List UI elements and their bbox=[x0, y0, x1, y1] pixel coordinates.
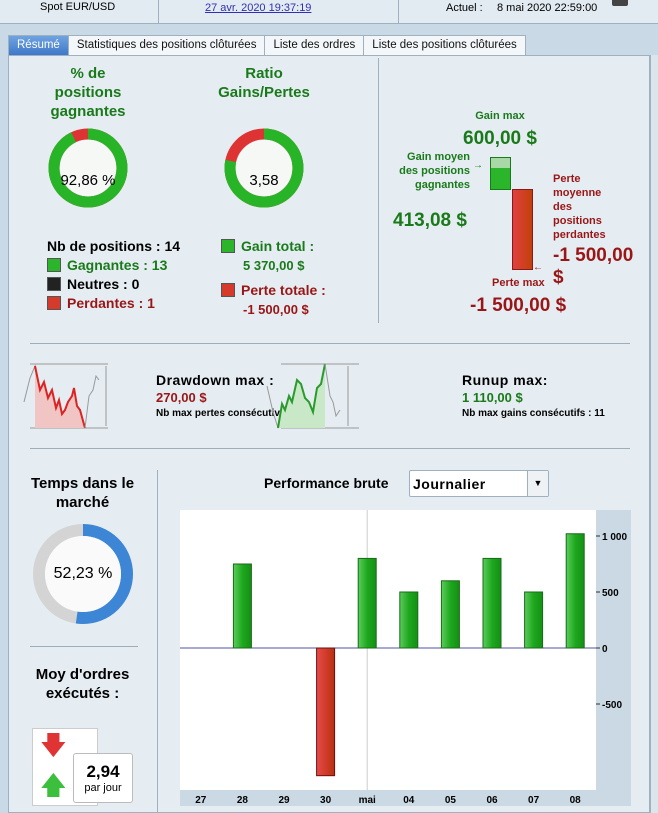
gain-bar bbox=[490, 157, 511, 190]
runup-chart-icon bbox=[266, 363, 359, 429]
period-select-value: Journalier bbox=[413, 476, 486, 492]
red-square-icon bbox=[221, 283, 235, 297]
x-tick-label: 06 bbox=[486, 795, 498, 806]
avg-loss-value: -1 500,00 $ bbox=[553, 245, 634, 288]
green-square-icon bbox=[47, 258, 61, 272]
avg-gain-value: 413,08 $ bbox=[393, 210, 467, 231]
winning-count: Gagnantes : 13 bbox=[47, 257, 167, 273]
y-axis-area bbox=[596, 510, 631, 790]
x-tick-label: 04 bbox=[403, 795, 415, 806]
ratio-title: Ratio Gains/Pertes bbox=[218, 65, 310, 101]
x-tick-label: 08 bbox=[570, 795, 582, 806]
tab-bar: Résumé Statistiques des positions clôtur… bbox=[8, 35, 526, 55]
drawdown-value: 270,00 $ bbox=[156, 390, 207, 405]
orders-value: 2,94 bbox=[86, 762, 120, 781]
arrow-right-icon: → bbox=[473, 160, 483, 171]
arrow-left-icon: ← bbox=[533, 262, 543, 273]
gain-total-label: Gain total : bbox=[221, 238, 314, 254]
y-tick-label: 1 000 bbox=[602, 532, 627, 543]
neutral-count: Neutres : 0 bbox=[47, 276, 139, 292]
positions-total: Nb de positions : 14 bbox=[47, 238, 181, 254]
print-icon[interactable] bbox=[612, 0, 628, 6]
x-tick-label: 05 bbox=[445, 795, 457, 806]
period-select[interactable]: Journalier ▼ bbox=[409, 470, 549, 497]
green-square-icon bbox=[221, 239, 235, 253]
arrow-down-icon: 🡇 bbox=[40, 730, 67, 760]
bar-mai bbox=[357, 557, 377, 649]
orders-unit: par jour bbox=[84, 782, 122, 794]
bar-05 bbox=[440, 580, 460, 649]
perf-title: Performance brute bbox=[264, 475, 389, 491]
bar-30 bbox=[316, 647, 336, 777]
win-pct-donut bbox=[48, 128, 128, 208]
time-in-market-donut bbox=[33, 524, 133, 624]
x-tick-label: 29 bbox=[278, 795, 290, 806]
x-tick-label: mai bbox=[359, 795, 376, 806]
gain-max-value: 600,00 $ bbox=[463, 128, 537, 149]
plot-area bbox=[180, 510, 596, 790]
x-tick-label: 30 bbox=[320, 795, 332, 806]
drawdown-title: Drawdown max : bbox=[156, 372, 275, 388]
black-square-icon bbox=[47, 277, 61, 291]
win-pct-value: 92,86 % bbox=[60, 172, 116, 189]
tab-orders[interactable]: Liste des ordres bbox=[264, 35, 365, 55]
bar-07 bbox=[524, 591, 544, 649]
instrument-label: Spot EUR/USD bbox=[40, 1, 116, 13]
arrow-up-icon: 🡅 bbox=[40, 770, 67, 800]
current-date: 8 mai 2020 22:59:00 bbox=[497, 2, 598, 14]
current-label: Actuel : bbox=[446, 2, 483, 14]
ratio-donut bbox=[224, 128, 304, 208]
x-tick-label: 27 bbox=[195, 795, 207, 806]
bar-06 bbox=[482, 557, 502, 649]
drawdown-chart-icon bbox=[23, 363, 108, 429]
avg-gain-label: Gain moyen des positions gagnantes bbox=[399, 151, 470, 191]
red-square-icon bbox=[47, 296, 61, 310]
win-pct-title: % de positions gagnantes bbox=[50, 65, 126, 120]
chevron-down-icon[interactable]: ▼ bbox=[527, 471, 548, 496]
start-date-link[interactable]: 27 avr. 2020 19:37:19 bbox=[205, 2, 312, 14]
scrollbar[interactable] bbox=[650, 55, 658, 813]
tab-resume[interactable]: Résumé bbox=[8, 35, 69, 55]
x-axis-area bbox=[180, 790, 631, 806]
runup-sub: Nb max gains consécutifs : 11 bbox=[462, 408, 605, 419]
y-tick-label: 0 bbox=[602, 644, 608, 655]
time-in-market-title: Temps dans le marché bbox=[30, 475, 135, 511]
loss-bar bbox=[512, 189, 533, 270]
gain-total-value: 5 370,00 $ bbox=[243, 258, 305, 273]
tab-closed-positions[interactable]: Liste des positions clôturées bbox=[363, 35, 526, 55]
bar-04 bbox=[399, 591, 419, 649]
y-tick-label: -500 bbox=[602, 700, 622, 711]
avg-loss-label: Perte moyenne des positions perdantes bbox=[553, 173, 606, 241]
drawdown-sub: Nb max pertes consécutives : 1 bbox=[156, 408, 306, 419]
loss-total-value: -1 500,00 $ bbox=[243, 302, 309, 317]
header-bar: Spot EUR/USD 27 avr. 2020 19:37:19 Actue… bbox=[0, 0, 658, 24]
performance-chart: 27 28 29 30 mai 04 05 06 07 08 1 000 500 0 -500 bbox=[180, 510, 631, 806]
x-tick-label: 28 bbox=[237, 795, 249, 806]
bar-08 bbox=[565, 533, 585, 649]
bar-28 bbox=[232, 563, 252, 649]
runup-value: 1 110,00 $ bbox=[462, 390, 523, 405]
loss-max-label: Perte max bbox=[492, 277, 545, 289]
y-tick-label: 500 bbox=[602, 588, 619, 599]
runup-title: Runup max: bbox=[462, 372, 548, 388]
ratio-value: 3,58 bbox=[249, 172, 279, 189]
loss-max-value: -1 500,00 $ bbox=[470, 295, 567, 316]
orders-value-box: 2,94 par jour bbox=[73, 753, 133, 803]
gain-max-label: Gain max bbox=[475, 110, 525, 122]
losing-count: Perdantes : 1 bbox=[47, 295, 155, 311]
loss-total-label: Perte totale : bbox=[221, 282, 326, 298]
time-in-market-value: 52,23 % bbox=[53, 565, 113, 582]
x-tick-label: 07 bbox=[528, 795, 540, 806]
orders-title: Moy d'ordres exécutés : bbox=[35, 666, 130, 702]
tab-closed-stats[interactable]: Statistiques des positions clôturées bbox=[67, 35, 266, 55]
